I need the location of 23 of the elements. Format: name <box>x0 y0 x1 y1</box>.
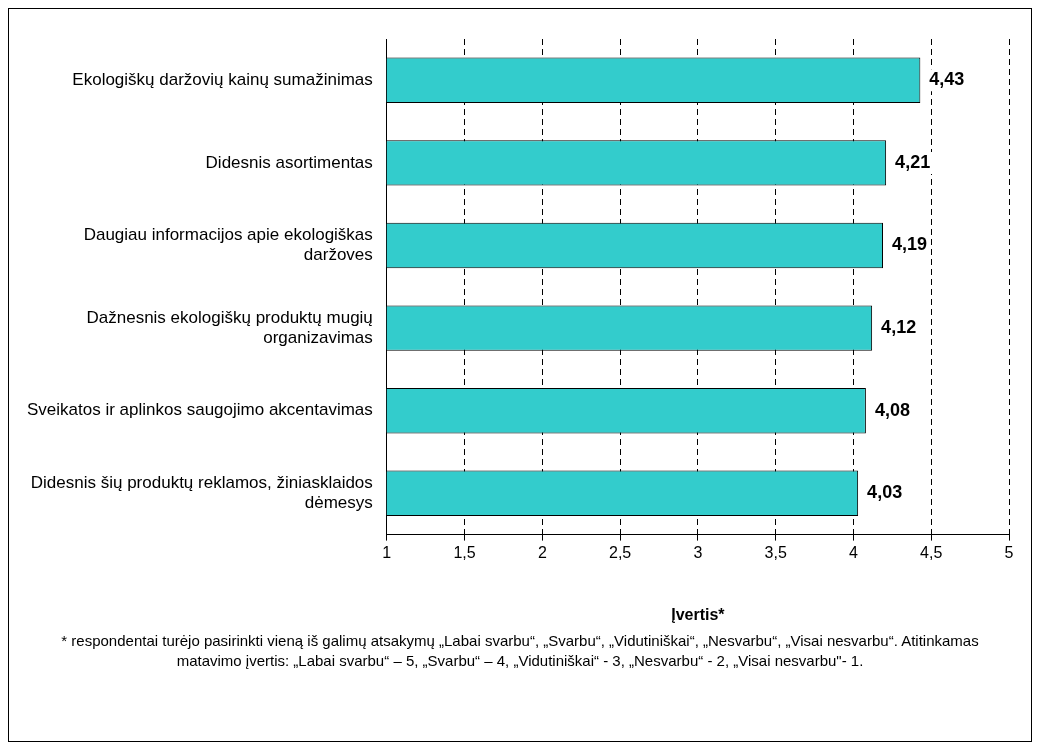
data-label: 4,08 <box>874 399 910 420</box>
y-tick-label: Didesnis šių produktų reklamos, žiniasklaidos dėmesys <box>30 472 373 513</box>
x-tick-label: 4 <box>849 543 858 561</box>
y-tick-label: Ekologiškų daržovių kainų sumažinimas <box>72 69 373 89</box>
data-label: 4,19 <box>892 234 928 255</box>
y-tick-label: Dažnesnis ekologiškų produktų mugių organizavimas <box>86 307 373 347</box>
x-tick-label: 5 <box>1004 543 1014 561</box>
x-tick-label: 2 <box>537 543 547 561</box>
y-tick-label: Sveikatos ir aplinkos saugojimo akcentavimas <box>27 400 373 420</box>
data-label: 4,43 <box>929 69 965 90</box>
x-tick-label: 4,5 <box>920 543 943 561</box>
data-label: 4,21 <box>895 151 931 172</box>
x-tick-label: 2,5 <box>609 543 632 561</box>
x-tick-label: 3 <box>693 543 703 561</box>
x-tick-label: 1 <box>382 543 392 561</box>
data-label: 4,03 <box>867 482 903 503</box>
y-tick-label: Daugiau informacijos apie ekologiškas daržoves <box>83 224 373 265</box>
y-tick-label: Didesnis asortimentas <box>205 152 373 172</box>
x-tick-label: 3,5 <box>764 543 787 561</box>
x-axis-title: Įvertis* <box>671 605 726 623</box>
text: * respondentai turėjo pasirinkti vieną iš galimų atsakymų „Labai svarbu“, „Svarbu“, „Vidutiniškai“, „Nesvarbu“, „Visai nesvarbu“. Atitinkamas matavimo įvertis: „Labai svarbu“ – 5, „Svarbu“ – 4, „Vidutiniškai“ - 3, „Nesvarbu“ - 2, „Visai nesvarbu"- 1. <box>60 631 980 671</box>
x-tick-label: 1,5 <box>453 543 476 561</box>
data-label: 4,12 <box>881 317 917 338</box>
